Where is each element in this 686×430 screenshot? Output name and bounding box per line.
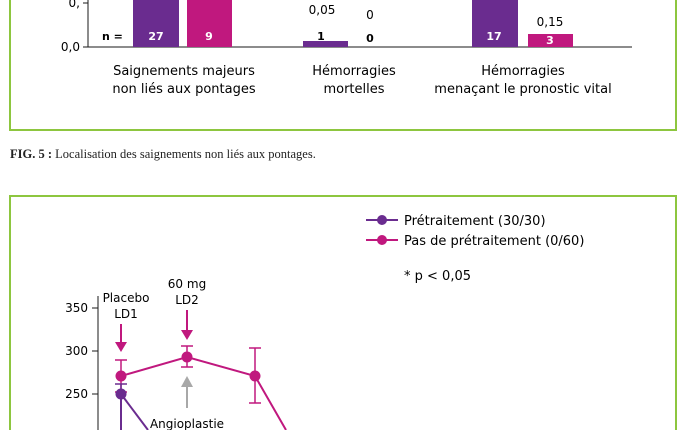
- category-label: Hémorragies: [481, 64, 565, 79]
- bar-major-no-pretreatment: [187, 0, 232, 47]
- figure-caption-prefix: FIG. 5 :: [10, 147, 53, 161]
- arrow-ld1-head: [115, 342, 127, 352]
- figure-caption-text: Localisation des saignements non liés au…: [55, 147, 316, 161]
- annotation-ld2: LD2: [175, 293, 199, 307]
- bar-value-label: 0: [366, 8, 374, 22]
- top-panel-frame: [9, 0, 677, 131]
- category-label: menaçant le pronostic vital: [434, 82, 611, 97]
- series-line-pretreatment: [120, 393, 149, 430]
- legend-label-no-pretreatment: Pas de prétraitement (0/60): [404, 234, 584, 249]
- arrow-angio-head: [181, 376, 193, 387]
- arrow-ld2-head: [181, 330, 193, 340]
- bottom-y-tick-label: 300: [65, 344, 88, 358]
- point-no-pretreatment: [115, 370, 127, 382]
- point-pretreatment: [115, 388, 127, 400]
- bar-n-value: 3: [546, 34, 554, 47]
- n-label: n =: [102, 30, 123, 43]
- bar-n-value: 0: [366, 32, 374, 45]
- figure-caption: FIG. 5 : Localisation des saignements no…: [10, 147, 316, 162]
- bar-fatal-pretreatment: [303, 41, 348, 47]
- bottom-panel-frame: [9, 195, 677, 430]
- series-line-no-pretreatment: [120, 355, 287, 430]
- bar-lifethreat-no-pretreatment: [528, 34, 573, 47]
- annotation-angioplastie: Angioplastie: [150, 417, 224, 430]
- category-label: Hémorragies: [312, 64, 396, 79]
- bar-major-pretreatment: [133, 0, 179, 47]
- point-no-pretreatment: [249, 370, 261, 382]
- bar-value-label: 0,05: [309, 3, 336, 17]
- bar-n-value: 17: [486, 30, 501, 43]
- top-y-tick-label: 0,0: [61, 40, 80, 54]
- bar-n-value: 9: [205, 30, 213, 43]
- bar-n-value: 27: [148, 30, 163, 43]
- bar-value-label: 0,15: [537, 15, 564, 29]
- bottom-y-tick-label: 250: [65, 387, 88, 401]
- category-label: mortelles: [323, 82, 384, 97]
- significance-note: * p < 0,05: [404, 269, 471, 284]
- category-label: non liés aux pontages: [112, 82, 255, 97]
- point-no-pretreatment: [181, 351, 193, 363]
- annotation-ld1: LD1: [114, 307, 138, 321]
- bar-lifethreat-pretreatment: [472, 0, 518, 47]
- legend-marker-no-pretreatment: [377, 235, 387, 245]
- legend-marker-pretreatment: [377, 215, 387, 225]
- top-y-tick-label: 0,: [69, 0, 80, 10]
- legend-label-pretreatment: Prétraitement (30/30): [404, 214, 546, 229]
- bar-n-value: 1: [317, 30, 325, 43]
- category-label: Saignements majeurs: [113, 64, 255, 79]
- annotation-60mg: 60 mg: [168, 277, 206, 291]
- bottom-y-tick-label: 350: [65, 301, 88, 315]
- annotation-placebo: Placebo: [103, 291, 150, 305]
